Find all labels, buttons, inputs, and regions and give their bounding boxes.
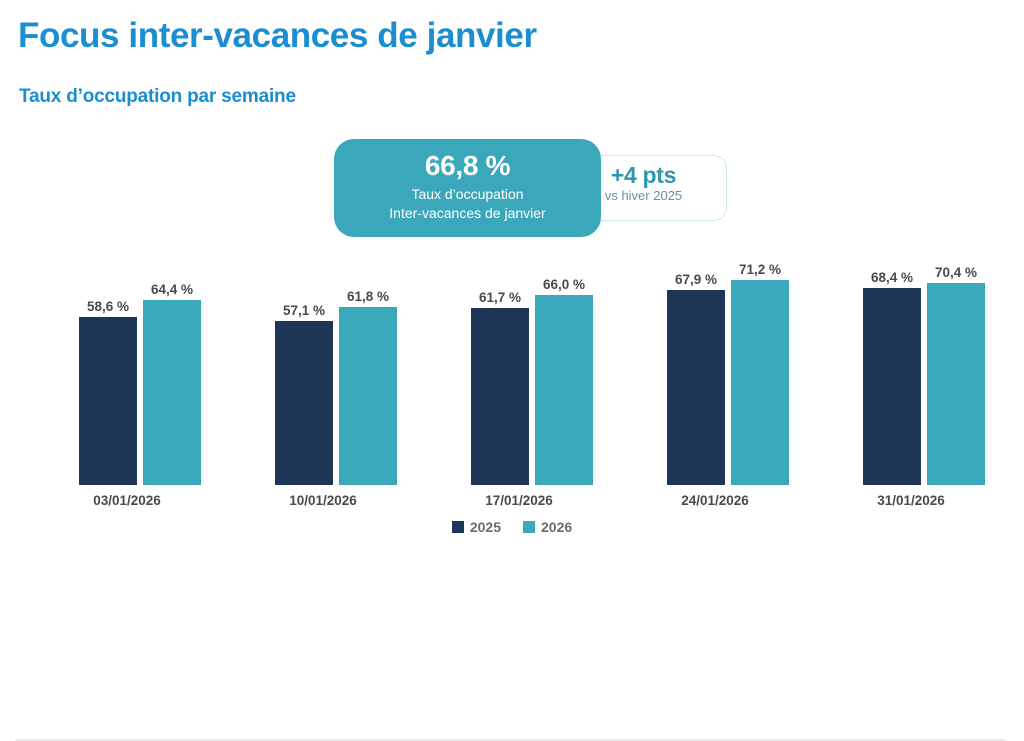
legend-swatch-icon xyxy=(523,521,535,533)
bar-rect[interactable] xyxy=(667,290,725,485)
bar-rect[interactable] xyxy=(339,307,397,485)
kpi-delta-caption: vs hiver 2025 xyxy=(604,188,683,204)
chart-legend: 2025 2026 xyxy=(0,519,1024,535)
bar-value-label: 68,4 % xyxy=(870,270,914,285)
bar-rect[interactable] xyxy=(275,321,333,485)
category-label: 03/01/2026 xyxy=(93,493,161,508)
bar-group: 61,7 % 66,0 % 17/01/2026 xyxy=(421,255,617,508)
category-label: 31/01/2026 xyxy=(877,493,945,508)
kpi-delta-card: +4 pts vs hiver 2025 xyxy=(560,155,727,221)
bar-2026[interactable]: 71,2 % xyxy=(731,262,789,485)
bar-rect[interactable] xyxy=(731,280,789,485)
bar-group: 67,9 % 71,2 % 24/01/2026 xyxy=(617,255,813,508)
bar-group: 57,1 % 61,8 % 10/01/2026 xyxy=(225,255,421,508)
bar-rect[interactable] xyxy=(863,288,921,485)
bar-2026[interactable]: 70,4 % xyxy=(927,265,985,485)
category-label: 10/01/2026 xyxy=(289,493,357,508)
kpi-main-value: 66,8 % xyxy=(424,150,511,181)
bar-rect[interactable] xyxy=(471,308,529,485)
bar-value-label: 67,9 % xyxy=(674,272,718,287)
kpi-delta-value: +4 pts xyxy=(610,162,677,188)
category-label: 24/01/2026 xyxy=(681,493,749,508)
occupancy-bar-chart: 58,6 % 64,4 % 03/01/2026 57,1 % 61,8 % 10/01/… xyxy=(0,255,1024,741)
bar-group: 68,4 % 70,4 % 31/01/2026 xyxy=(813,255,1009,508)
bar-value-label: 57,1 % xyxy=(282,303,326,318)
legend-swatch-icon xyxy=(451,521,464,533)
bar-rect[interactable] xyxy=(927,283,985,485)
bar-rect[interactable] xyxy=(535,295,593,485)
bar-value-label: 71,2 % xyxy=(738,262,782,277)
bar-2025[interactable]: 68,4 % xyxy=(863,270,921,485)
page-title: Focus inter-vacances de janvier xyxy=(18,16,537,55)
bar-2025[interactable]: 58,6 % xyxy=(79,299,137,485)
bar-2025[interactable]: 67,9 % xyxy=(667,272,725,485)
legend-label: 2025 xyxy=(469,519,501,535)
bar-value-label: 66,0 % xyxy=(542,277,586,292)
bar-2026[interactable]: 64,4 % xyxy=(143,282,201,485)
legend-item-2026[interactable]: 2026 xyxy=(523,519,572,535)
bar-value-label: 58,6 % xyxy=(86,299,130,314)
bar-value-label: 64,4 % xyxy=(150,282,194,297)
kpi-main-label-line2: Inter-vacances de janvier xyxy=(389,205,546,222)
category-label: 17/01/2026 xyxy=(485,493,553,508)
bar-value-label: 61,8 % xyxy=(346,289,390,304)
bar-rect[interactable] xyxy=(143,300,201,485)
bar-2025[interactable]: 57,1 % xyxy=(275,303,333,485)
bar-2026[interactable]: 61,8 % xyxy=(339,289,397,485)
legend-label: 2026 xyxy=(541,519,573,535)
bar-value-label: 70,4 % xyxy=(934,265,978,280)
bar-2025[interactable]: 61,7 % xyxy=(471,290,529,485)
bar-value-label: 61,7 % xyxy=(478,290,522,305)
bar-2026[interactable]: 66,0 % xyxy=(535,277,593,485)
chart-plot-area: 58,6 % 64,4 % 03/01/2026 57,1 % 61,8 % 10/01/… xyxy=(15,255,1005,508)
legend-item-2025[interactable]: 2025 xyxy=(451,519,501,535)
kpi-main-label-line1: Taux d’occupation xyxy=(411,186,524,203)
bar-rect[interactable] xyxy=(79,317,137,485)
page-subtitle: Taux d’occupation par semaine xyxy=(19,86,296,107)
bar-group: 58,6 % 64,4 % 03/01/2026 xyxy=(29,255,225,508)
kpi-main-card: 66,8 % Taux d’occupation Inter-vacances … xyxy=(334,139,601,237)
